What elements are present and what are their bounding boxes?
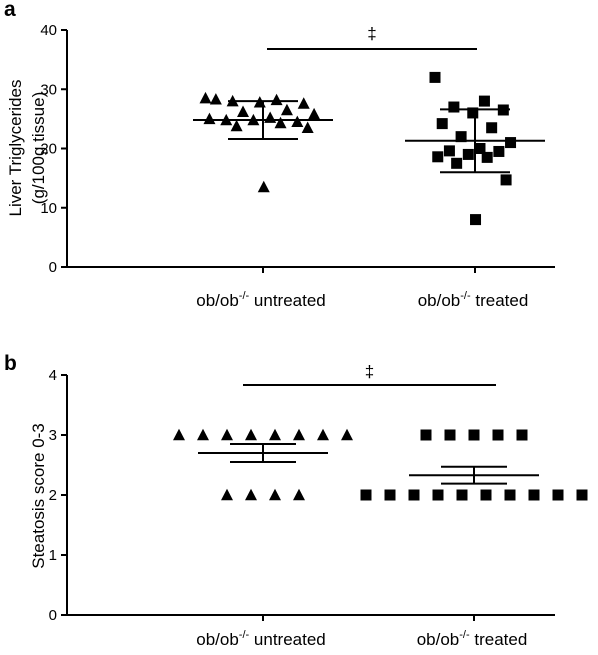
panel-a-point-square (462, 148, 474, 160)
panel-b-chart: b 0 1 2 3 4 Steatosis score 0-3 ob/ob-/- untrea… (4, 352, 588, 649)
panel-b-point-square (432, 489, 444, 501)
panel-b-point-square (408, 489, 420, 501)
panel-b-point-triangle (197, 428, 209, 441)
panel-b-point-triangle (317, 428, 329, 441)
panel-b-point-square (528, 489, 540, 501)
panel-a-point-square (478, 95, 490, 107)
panel-b-point-triangle (293, 488, 305, 501)
panel-a-point-triangle (291, 115, 304, 128)
panel-b-significance-label: ‡ (365, 362, 374, 381)
panel-b-point-square (576, 489, 588, 501)
panel-b-point-triangle (245, 428, 257, 441)
panel-b-point-square (420, 429, 432, 441)
panel-b-point-square (516, 429, 528, 441)
panel-a-point-square (470, 214, 482, 226)
panel-b-point-square (504, 489, 516, 501)
panel-a-y-tick-label: 20 (40, 141, 57, 158)
panel-a-category-label: ob/ob-/- treated (418, 290, 529, 310)
panel-a-y-tick-label: 10 (40, 200, 57, 217)
panel-a-point-triangle (237, 105, 250, 117)
panel-a-point-triangle (280, 103, 293, 116)
panel-b-point-triangle (245, 488, 257, 501)
panel-b-letter: b (4, 352, 17, 375)
panel-b-point-square (384, 489, 396, 501)
panel-a-point-square (467, 107, 479, 119)
panel-a-point-triangle (270, 93, 283, 106)
panel-b-point-square (444, 429, 456, 441)
panel-b-y-axis-label: Steatosis score 0-3 (29, 423, 48, 569)
panel-a-point-square (481, 151, 493, 163)
panel-b-point-square (492, 429, 504, 441)
panel-a-point-triangle (199, 91, 212, 104)
panel-a-point-triangle (230, 119, 243, 132)
panel-a-point-square (432, 151, 444, 163)
panel-a-point-square (429, 71, 441, 83)
panel-a-point-square (436, 118, 448, 130)
panel-a-y-tick-label: 30 (40, 81, 57, 98)
panel-b-point-triangle (293, 428, 305, 441)
panel-a-point-triangle (203, 112, 216, 125)
panel-a-point-square (448, 101, 460, 113)
panel-b-y-tick-label: 1 (49, 547, 57, 564)
panel-b-y-tick-label: 4 (49, 367, 57, 384)
panel-a-point-triangle (297, 97, 310, 109)
panel-b-point-triangle (173, 428, 185, 441)
panel-b-point-square (360, 489, 372, 501)
panel-a-point-triangle (209, 93, 222, 105)
panel-b-point-square (456, 489, 468, 501)
panel-b-point-triangle (221, 428, 233, 441)
panel-b-point-triangle (269, 488, 281, 501)
panel-a-point-square (455, 131, 467, 143)
panel-b-point-triangle (341, 428, 353, 441)
panel-b-category-label: ob/ob-/- untreated (196, 629, 326, 649)
panel-b-y-tick-label: 0 (49, 607, 57, 624)
panel-a-significance-label: ‡ (367, 24, 376, 43)
panel-a-point-triangle (301, 121, 314, 133)
panel-a-point-square (500, 174, 512, 186)
panel-b-point-square (480, 489, 492, 501)
panel-a-y-tick-label: 0 (49, 259, 57, 276)
panel-b-point-triangle (269, 428, 281, 441)
panel-a-point-square (486, 122, 498, 134)
panel-a-point-square (443, 145, 455, 157)
panel-b-category-label: ob/ob-/- treated (417, 629, 528, 649)
panel-a-chart: a 0 10 20 30 40 Liver Triglycerides (g/100g tis… (4, 0, 555, 310)
panel-a-point-square (493, 145, 505, 157)
panel-a-point-square (474, 143, 486, 154)
panel-a-point-triangle (257, 180, 270, 193)
panel-a-y-axis-label: (g/100g tissue) (29, 92, 48, 204)
panel-b-point-triangle (221, 488, 233, 501)
panel-b-point-square (468, 429, 480, 441)
panel-a-point-triangle (308, 107, 321, 120)
panel-a-category-label: ob/ob-/- untreated (196, 290, 326, 310)
panel-a-y-axis-label: Liver Triglycerides (6, 80, 25, 217)
panel-b-point-square (552, 489, 564, 501)
panel-a-letter: a (4, 0, 16, 21)
panel-a-y-tick-label: 40 (40, 22, 57, 39)
panel-b-y-tick-label: 3 (49, 427, 57, 444)
panel-b-y-tick-label: 2 (49, 487, 57, 504)
panel-a-point-triangle (274, 116, 287, 129)
panel-a-point-triangle (264, 111, 277, 123)
panel-a-point-square (505, 137, 517, 149)
panel-a-point-square (451, 157, 463, 169)
